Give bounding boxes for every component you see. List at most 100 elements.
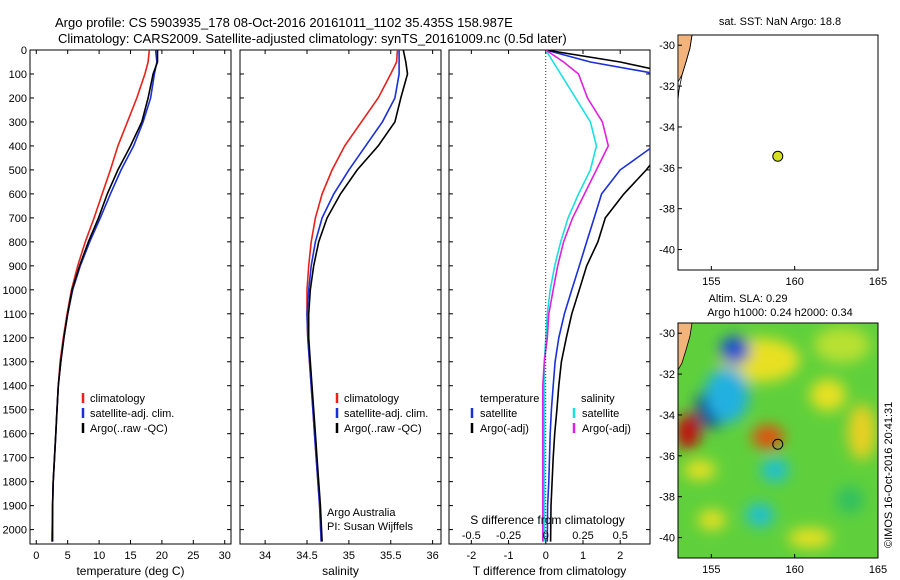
map-y-tick-label: -30 (659, 40, 675, 52)
x-tick-label: 0 (33, 550, 39, 562)
plot-frame (29, 49, 232, 545)
map-y-tick-label: -38 (659, 492, 675, 504)
map-y-tick-label: -38 (659, 204, 675, 216)
x-tick-label: 25 (187, 550, 199, 562)
map-x-tick-label: 160 (785, 276, 803, 288)
legend-label: satellite (582, 408, 619, 420)
sla-blob (761, 458, 789, 482)
y-tick-label: 0 (21, 45, 27, 57)
sla-blob (698, 510, 726, 530)
y-tick-label: 600 (9, 189, 27, 201)
sla-blob (836, 486, 864, 514)
x-tick-label: 2 (617, 550, 623, 562)
x-tick-label: 15 (124, 550, 136, 562)
sla-blob (720, 336, 750, 364)
top-tick-label: 0.5 (613, 530, 628, 542)
sla-blob (788, 528, 832, 548)
sla-map-title-line1: Altim. SLA: 0.29 (709, 293, 788, 305)
map-y-tick-label: -40 (659, 533, 675, 545)
legend-label: climatology (90, 393, 146, 405)
sla-blob (746, 503, 774, 527)
sla-blob (705, 367, 749, 423)
x-tick-label: 34.5 (296, 550, 317, 562)
difference-profile-panel: -2 -1 0 1 2 T difference from climatology S di… (448, 49, 651, 578)
y-tick-label: 800 (9, 237, 27, 249)
map-x-tick-label: 155 (702, 564, 720, 576)
sla-blob (810, 379, 846, 411)
y-tick-label: 300 (9, 117, 27, 129)
annotation-text: Argo Australia (327, 507, 396, 519)
y-tick-label: 1300 (3, 357, 27, 369)
series-line (543, 50, 598, 542)
y-tick-label: 200 (9, 93, 27, 105)
temperature-profile-panel: 0 5 10 15 20 25 300100200300400500600700800900… (3, 45, 232, 578)
y-tick-label: 1700 (3, 453, 27, 465)
sla-blob (752, 425, 784, 449)
series-line (541, 50, 610, 542)
series-group (51, 50, 159, 542)
sla-blob (848, 404, 876, 460)
top-tick-label: -0.5 (462, 530, 481, 542)
y-tick-label: 700 (9, 213, 27, 225)
top-tick-label: 0 (543, 530, 549, 542)
y-tick-label: 2000 (3, 525, 27, 537)
plot-frame (239, 49, 442, 545)
map-x-tick-label: 155 (702, 276, 720, 288)
sla-map-land (678, 323, 693, 371)
legend-title: salinity (581, 393, 615, 405)
y-tick-label: 400 (9, 141, 27, 153)
legend-title: temperature (480, 393, 539, 405)
y-tick-label: 900 (9, 261, 27, 273)
map-x-tick-label: 165 (869, 564, 887, 576)
sla-map-title-line2: Argo h1000: 0.24 h2000: 0.34 (707, 307, 853, 319)
legend-label: satellite-adj. clim. (344, 408, 428, 420)
figure-title-line1: Argo profile: CS 5903935_178 08-Oct-2016… (55, 15, 513, 30)
map-y-tick-label: -32 (659, 369, 675, 381)
x-tick-label: 36 (427, 550, 439, 562)
x-tick-label: 1 (580, 550, 586, 562)
x-axis-label: salinity (322, 564, 359, 578)
x-tick-label: 5 (65, 550, 71, 562)
map-y-tick-label: -34 (659, 410, 675, 422)
map-x-tick-label: 160 (785, 564, 803, 576)
series-line (545, 50, 650, 542)
x-tick-label: 20 (156, 550, 168, 562)
sla-map-panel: Altim. SLA: 0.29 Argo h1000: 0.24 h2000:… (659, 293, 887, 576)
map-y-tick-label: -30 (659, 328, 675, 340)
map-y-tick-label: -34 (659, 122, 675, 134)
x-tick-label: 34 (259, 550, 271, 562)
y-tick-label: 1100 (3, 309, 27, 321)
series-line (545, 50, 650, 542)
top-tick-label: -0.25 (496, 530, 521, 542)
map-y-tick-label: -40 (659, 245, 675, 257)
map-y-tick-label: -36 (659, 451, 675, 463)
legend-label: climatology (344, 393, 400, 405)
x-tick-label: -2 (466, 550, 476, 562)
series-line (51, 50, 159, 542)
y-tick-label: 500 (9, 165, 27, 177)
legend-label: satellite (480, 408, 517, 420)
sst-map-panel: sat. SST: NaN Argo: 18.8 155 160 165 -30 -32… (659, 16, 887, 288)
sst-map-title: sat. SST: NaN Argo: 18.8 (719, 16, 841, 28)
x-axis-label: temperature (deg C) (76, 564, 184, 578)
y-tick-label: 1800 (3, 477, 27, 489)
top-tick-label: 0.25 (572, 530, 593, 542)
y-tick-label: 100 (9, 69, 27, 81)
legend-label: Argo(..raw -QC) (344, 423, 422, 435)
y-tick-label: 1000 (3, 285, 27, 297)
series-line (306, 50, 400, 542)
x-tick-label: 35 (343, 550, 355, 562)
legend-label: Argo(-adj) (480, 423, 529, 435)
series-group (306, 50, 409, 542)
map-y-tick-label: -36 (659, 163, 675, 175)
x-tick-label: 30 (219, 550, 231, 562)
sla-blob (678, 414, 700, 450)
argo-location-marker (772, 438, 784, 450)
sla-blob (684, 460, 716, 480)
sla-blob (814, 327, 870, 363)
x-tick-label: 10 (93, 550, 105, 562)
x-tick-label: 0 (543, 550, 549, 562)
legend-label: Argo(..raw -QC) (90, 423, 168, 435)
x-axis-label: T difference from climatology (473, 564, 627, 578)
